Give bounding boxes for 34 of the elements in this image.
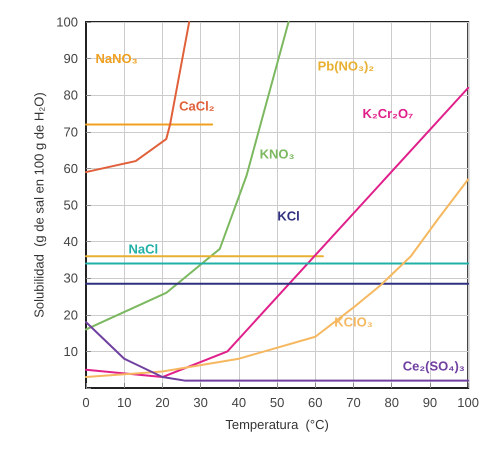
y-tick-label: 20 xyxy=(64,307,78,322)
y-tick-label: 60 xyxy=(64,160,78,176)
series-label: K₂Cr₂O₇ xyxy=(362,106,414,121)
y-tick-label: 40 xyxy=(64,234,78,250)
text: KCl xyxy=(277,208,300,224)
x-tick-label: 80 xyxy=(384,395,399,410)
y-tick-label: 80 xyxy=(64,88,78,103)
text: Pb(NO₃)₂ xyxy=(318,58,374,74)
series-label: CaCl₂ xyxy=(179,98,215,114)
series-label: NaCl xyxy=(128,241,158,256)
y-tick-label: 100 xyxy=(56,14,78,30)
y-tick-label: 30 xyxy=(64,270,78,286)
y-tick-label: 50 xyxy=(64,198,78,212)
text: NaNO₃ xyxy=(96,51,138,66)
x-tick-label: 0 xyxy=(82,395,90,410)
x-tick-label: 90 xyxy=(422,395,438,410)
series-label: KClO₃ xyxy=(334,314,373,330)
x-tick-label: 70 xyxy=(346,395,361,410)
series-label: Ce₂(SO₄)₃ xyxy=(402,358,465,374)
y-tick-label: 70 xyxy=(64,124,78,140)
y-tick-label: 90 xyxy=(64,51,78,66)
x-tick-label: 30 xyxy=(193,395,208,410)
x-tick-label: 100 xyxy=(457,395,480,410)
x-axis-title: Temperatura (°C) xyxy=(225,417,329,432)
x-tick-label: 20 xyxy=(155,395,170,410)
x-tick-label: 10 xyxy=(116,395,132,410)
x-tick-label: 40 xyxy=(232,395,246,410)
y-tick-label: 10 xyxy=(64,344,78,359)
y-axis-title: Solubilidad (g de sal en 100 g de H₂O) xyxy=(31,92,46,318)
x-tick-label: 50 xyxy=(270,395,284,410)
series-label: KNO₃ xyxy=(260,146,295,162)
line-series xyxy=(85,178,470,378)
x-tick-label: 60 xyxy=(308,395,323,410)
line-series xyxy=(85,86,470,378)
